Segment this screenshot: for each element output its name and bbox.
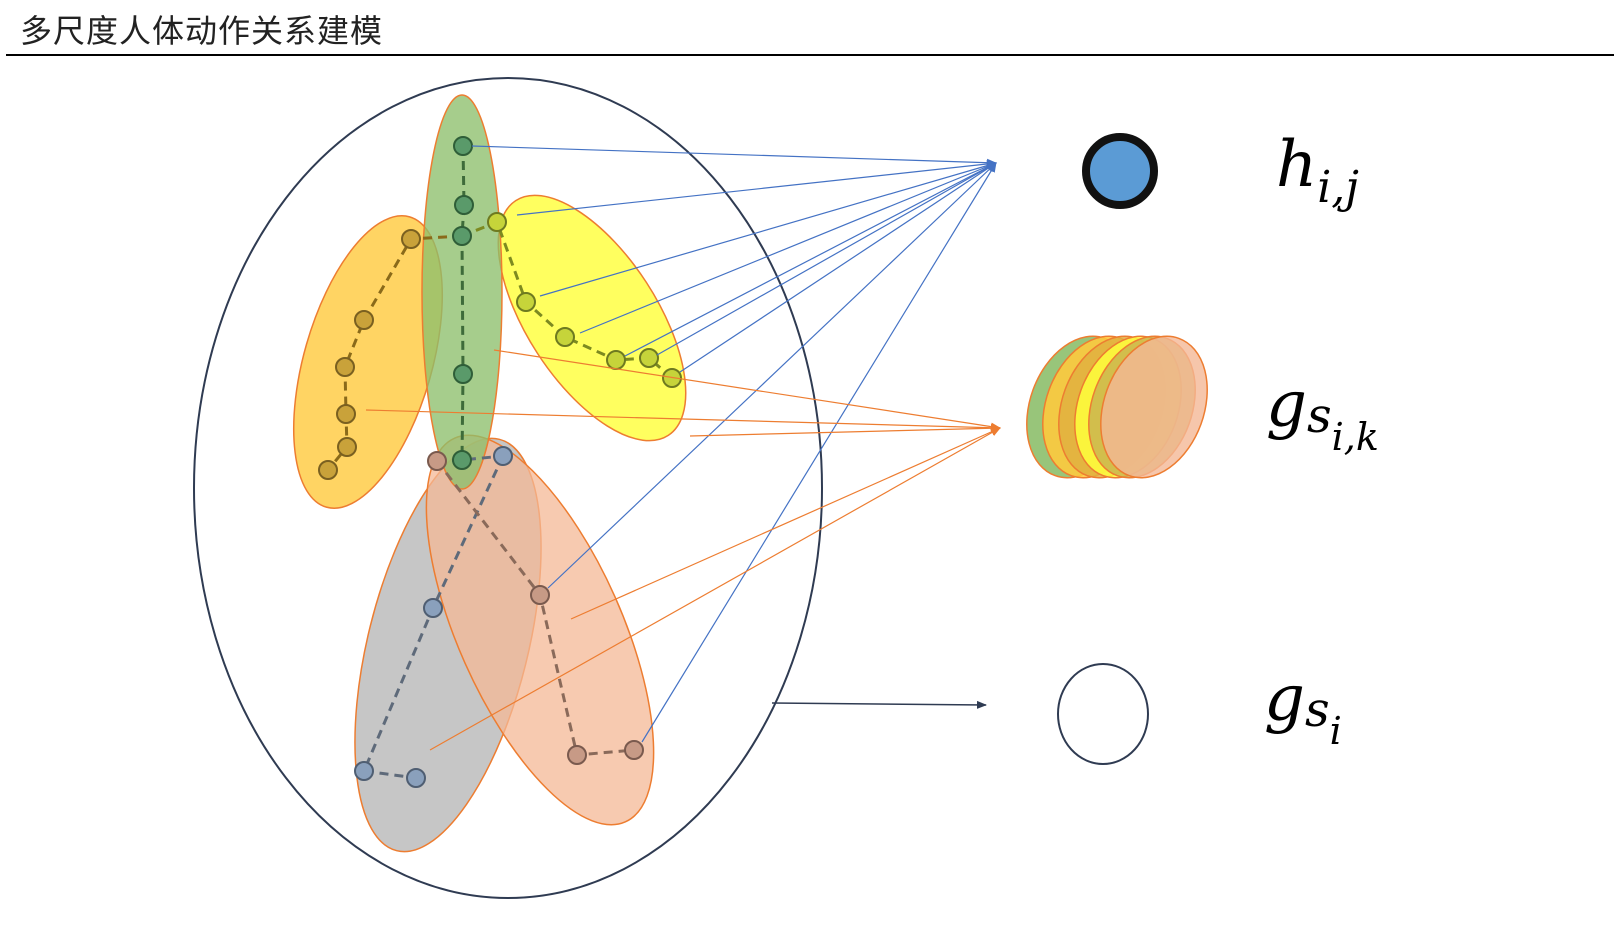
joint-node: [452, 226, 472, 246]
joint-node: [639, 348, 659, 368]
joint-node: [567, 745, 587, 765]
joint-node: [354, 310, 374, 330]
joint-node: [454, 195, 474, 215]
label-part-sub: i,k: [1332, 415, 1379, 459]
joint-node: [354, 761, 374, 781]
label-part-main: g: [1266, 368, 1307, 442]
part-feature-stack: [1026, 335, 1208, 479]
label-body-main: g: [1264, 662, 1305, 736]
joint-node: [493, 446, 513, 466]
joint-arrows: [471, 145, 997, 743]
page-title: 多尺度人体动作关系建模: [20, 12, 384, 50]
part-ellipse-torso: [421, 94, 503, 490]
joint-node: [318, 460, 338, 480]
joint-node: [423, 598, 443, 618]
label-joint-main: h: [1276, 128, 1317, 202]
joints-salmon-leg: [427, 451, 644, 765]
joint-node: [336, 404, 356, 424]
joint-node: [606, 350, 626, 370]
joint-node: [487, 212, 507, 232]
joint-node: [555, 327, 575, 347]
title-divider: [6, 54, 1614, 56]
label-joint-sub: i,j: [1317, 162, 1359, 213]
joint-node: [452, 450, 472, 470]
joint-node: [453, 364, 473, 384]
label-joint: hi,j: [1276, 128, 1359, 213]
joints-left-arm: [318, 229, 421, 480]
part-arrows: [365, 349, 1001, 751]
label-part-mid: s: [1307, 388, 1332, 444]
body-arrow: [771, 700, 987, 709]
body-feature-ellipse: [1057, 663, 1149, 765]
joint-node: [453, 136, 473, 156]
joint-node: [516, 292, 536, 312]
joints-gray-leg: [354, 446, 513, 788]
joint-feature-circle: [1082, 133, 1158, 209]
joint-node: [427, 451, 447, 471]
joint-node: [337, 437, 357, 457]
joint-node: [530, 585, 550, 605]
joints-torso: [452, 136, 474, 470]
joint-node: [406, 768, 426, 788]
joint-node: [335, 357, 355, 377]
label-body-mid: s: [1305, 682, 1330, 738]
label-part: gsi,k: [1266, 368, 1379, 459]
joint-node: [624, 740, 644, 760]
label-body-sub: i: [1330, 709, 1342, 753]
body-ellipse: [193, 77, 823, 899]
part-ellipse-right-arm: [497, 194, 687, 442]
joint-node: [401, 229, 421, 249]
label-body: gsi: [1264, 662, 1342, 753]
